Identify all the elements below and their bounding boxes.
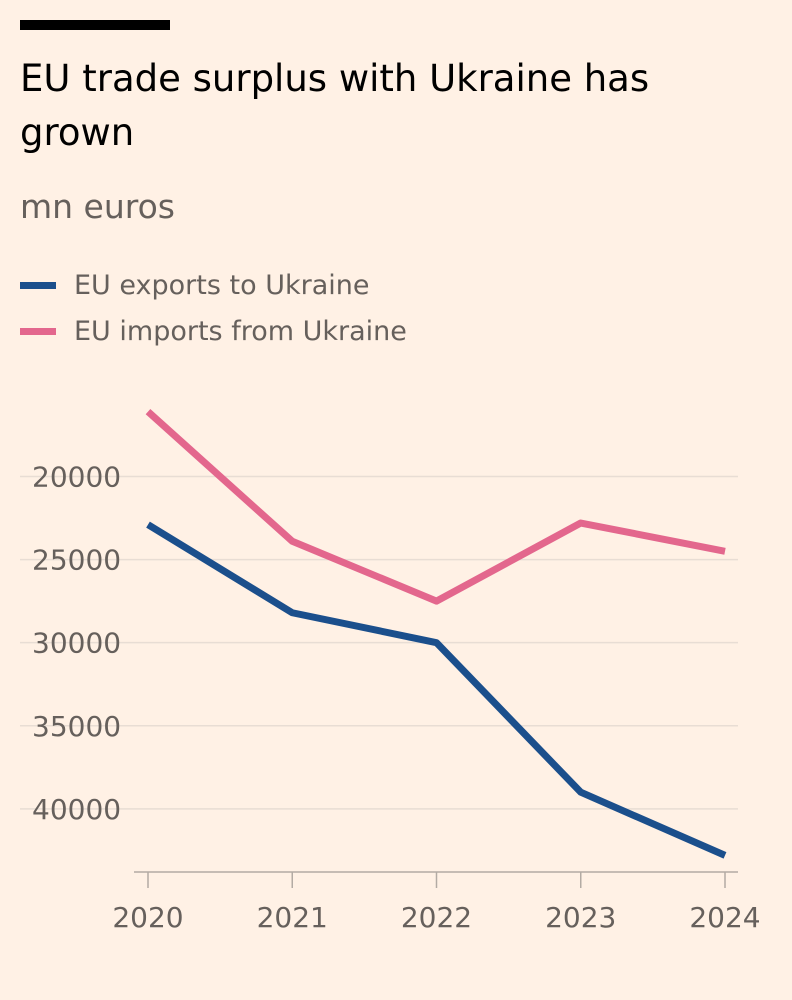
legend-label-imports: EU imports from Ukraine (74, 315, 407, 347)
x-tick-label-2023: 2023 (545, 901, 616, 934)
y-tick-label-30000: 30000 (32, 627, 121, 660)
legend-item-exports: EU exports to Ukraine (20, 262, 407, 308)
legend-label-exports: EU exports to Ukraine (74, 269, 370, 301)
gridlines (20, 475, 738, 810)
chart-subtitle: mn euros (20, 187, 175, 226)
legend-item-imports: EU imports from Ukraine (20, 308, 407, 354)
x-tick-label-2020: 2020 (112, 901, 183, 934)
x-tick-label-2021: 2021 (257, 901, 328, 934)
y-axis-labels: 20000 25000 30000 35000 40000 (32, 460, 121, 825)
y-tick-label-20000: 20000 (32, 460, 121, 493)
legend: EU exports to Ukraine EU imports from Uk… (20, 262, 407, 354)
series-line-exports (146, 521, 727, 859)
x-tick-label-2022: 2022 (401, 901, 472, 934)
x-axis-labels: 2020 2021 2022 2023 2024 (112, 901, 760, 934)
series-lines (145, 409, 727, 859)
series-line-imports (145, 409, 726, 605)
x-tick-label-2024: 2024 (689, 901, 760, 934)
x-axis (134, 871, 738, 888)
legend-swatch-imports (20, 327, 56, 335)
y-tick-label-40000: 40000 (32, 793, 121, 826)
y-tick-label-35000: 35000 (32, 710, 121, 743)
chart-title: EU trade surplus with Ukraine has grown (20, 57, 650, 154)
y-tick-label-25000: 25000 (32, 544, 121, 577)
brand-bar (20, 20, 170, 30)
legend-swatch-exports (20, 281, 56, 289)
